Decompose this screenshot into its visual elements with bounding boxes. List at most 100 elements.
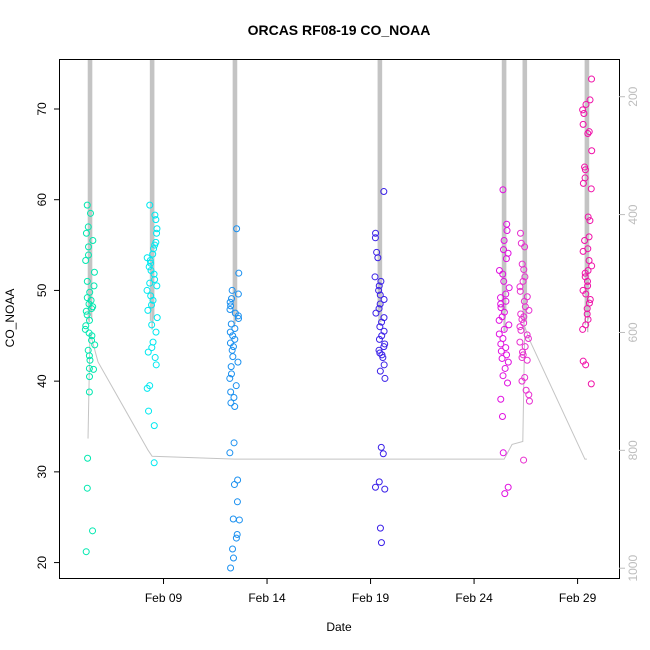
data-point xyxy=(586,96,594,104)
data-point xyxy=(227,399,235,407)
data-points xyxy=(81,75,596,572)
data-point xyxy=(581,269,589,277)
data-point xyxy=(372,309,380,317)
data-point xyxy=(504,358,512,366)
data-point xyxy=(152,361,160,369)
data-point xyxy=(521,343,529,351)
data-point xyxy=(150,270,158,278)
data-point xyxy=(583,277,591,285)
data-point xyxy=(582,361,590,369)
data-point xyxy=(381,485,389,493)
data-point xyxy=(497,300,505,308)
data-point xyxy=(231,403,239,411)
x-tick-label: Feb 09 xyxy=(145,591,183,605)
data-point xyxy=(152,328,160,336)
data-point xyxy=(147,259,155,267)
altitude-trace xyxy=(87,60,590,460)
data-point xyxy=(86,356,94,364)
data-point xyxy=(84,243,92,251)
data-point xyxy=(231,335,239,343)
data-point xyxy=(579,106,587,114)
data-point xyxy=(86,316,94,324)
data-point xyxy=(82,256,90,264)
x-tick-label: Feb 29 xyxy=(559,591,597,605)
data-point xyxy=(227,320,235,328)
data-point xyxy=(523,331,531,339)
data-point xyxy=(498,354,506,362)
data-point xyxy=(499,449,507,457)
data-point xyxy=(227,564,235,572)
data-point xyxy=(376,524,384,532)
data-point xyxy=(501,364,509,372)
data-point xyxy=(82,548,90,556)
y-right-tick-label: 600 xyxy=(626,322,640,342)
data-point xyxy=(520,319,528,327)
data-point xyxy=(235,516,243,524)
data-point xyxy=(581,163,589,171)
data-point xyxy=(579,247,587,255)
data-point xyxy=(500,246,508,254)
data-point xyxy=(585,256,593,264)
data-point xyxy=(502,290,510,298)
data-point xyxy=(89,237,97,245)
data-point xyxy=(84,454,92,462)
data-point xyxy=(143,286,151,294)
y-right-tick-label: 800 xyxy=(626,440,640,460)
x-tick-label: Feb 14 xyxy=(248,591,286,605)
y-tick-label: 30 xyxy=(35,465,49,479)
data-point xyxy=(498,413,506,421)
data-point xyxy=(378,318,386,326)
data-point xyxy=(82,322,90,330)
data-point xyxy=(376,291,384,299)
data-point xyxy=(226,328,234,336)
data-point xyxy=(588,262,596,270)
data-point xyxy=(84,251,92,259)
data-point xyxy=(85,364,93,372)
data-point xyxy=(380,361,388,369)
y-tick-label: 70 xyxy=(35,102,49,116)
data-point xyxy=(88,332,96,340)
data-point xyxy=(148,301,156,309)
data-point xyxy=(497,304,505,312)
data-point xyxy=(503,351,511,359)
data-point xyxy=(495,266,503,274)
data-point xyxy=(150,459,158,467)
data-point xyxy=(226,298,234,306)
data-point xyxy=(504,483,512,491)
data-point xyxy=(376,300,384,308)
data-point xyxy=(229,554,237,562)
data-point xyxy=(501,490,509,498)
data-point xyxy=(584,213,592,221)
data-point xyxy=(149,296,157,304)
data-point xyxy=(587,380,595,388)
data-point xyxy=(146,201,154,209)
data-point xyxy=(85,352,93,360)
data-point xyxy=(227,388,235,396)
data-point xyxy=(375,478,383,486)
data-point xyxy=(229,343,237,351)
data-point xyxy=(497,347,505,355)
y-tick-label: 20 xyxy=(35,556,49,570)
y-tick-label: 40 xyxy=(35,374,49,388)
data-point xyxy=(85,388,93,396)
data-point xyxy=(375,286,383,294)
data-point xyxy=(153,225,161,233)
data-point xyxy=(375,282,383,290)
data-point xyxy=(518,315,526,323)
data-point xyxy=(377,277,385,285)
data-point xyxy=(227,302,235,310)
data-point xyxy=(505,321,513,329)
data-point xyxy=(234,358,242,366)
data-point xyxy=(586,217,594,225)
data-point xyxy=(144,348,152,356)
data-point xyxy=(151,241,159,249)
data-point xyxy=(521,243,529,251)
data-point xyxy=(588,75,596,83)
data-point xyxy=(227,363,235,371)
data-point xyxy=(523,356,531,364)
data-point xyxy=(503,227,511,235)
data-point xyxy=(90,365,98,373)
x-axis: Feb 09 Feb 14 Feb 19 Feb 24 Feb 29 xyxy=(145,578,597,605)
data-point xyxy=(153,282,161,290)
y-axis-label: CO_NOAA xyxy=(3,289,17,348)
